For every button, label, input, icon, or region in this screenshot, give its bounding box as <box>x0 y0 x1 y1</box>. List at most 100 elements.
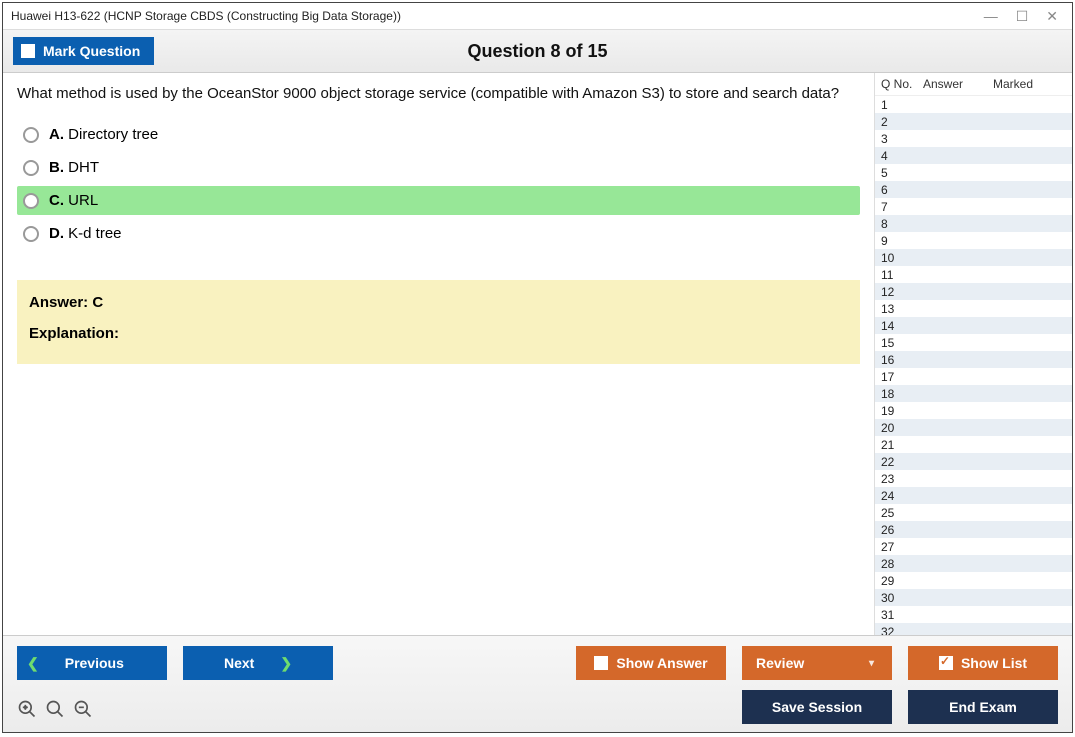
row-qno: 3 <box>881 132 923 146</box>
option-label: C. URL <box>49 192 98 209</box>
list-item[interactable]: 24 <box>875 487 1072 504</box>
close-icon[interactable]: ✕ <box>1046 8 1058 25</box>
list-item[interactable]: 20 <box>875 419 1072 436</box>
checkbox-icon <box>21 44 35 58</box>
radio-icon <box>23 193 39 209</box>
list-item[interactable]: 15 <box>875 334 1072 351</box>
list-item[interactable]: 30 <box>875 589 1072 606</box>
list-item[interactable]: 8 <box>875 215 1072 232</box>
list-item[interactable]: 25 <box>875 504 1072 521</box>
row-qno: 19 <box>881 404 923 418</box>
maximize-icon[interactable]: ☐ <box>1016 8 1029 25</box>
list-item[interactable]: 5 <box>875 164 1072 181</box>
zoom-reset-icon[interactable] <box>17 699 37 723</box>
option-row[interactable]: A. Directory tree <box>17 120 860 149</box>
minimize-icon[interactable]: — <box>984 8 998 25</box>
list-item[interactable]: 29 <box>875 572 1072 589</box>
col-answer: Answer <box>923 77 993 91</box>
col-marked: Marked <box>993 77 1066 91</box>
list-item[interactable]: 28 <box>875 555 1072 572</box>
save-session-label: Save Session <box>772 699 862 715</box>
next-button[interactable]: Next ❯ <box>183 646 333 680</box>
next-label: Next <box>224 655 254 671</box>
list-item[interactable]: 26 <box>875 521 1072 538</box>
show-list-label: Show List <box>961 655 1027 671</box>
option-row[interactable]: D. K-d tree <box>17 219 860 248</box>
row-qno: 27 <box>881 540 923 554</box>
button-row-2: Save Session End Exam <box>17 690 1058 724</box>
list-item[interactable]: 31 <box>875 606 1072 623</box>
list-item[interactable]: 2 <box>875 113 1072 130</box>
radio-icon <box>23 226 39 242</box>
show-list-button[interactable]: Show List <box>908 646 1058 680</box>
previous-button[interactable]: ❮ Previous <box>17 646 167 680</box>
option-row[interactable]: C. URL <box>17 186 860 215</box>
row-qno: 16 <box>881 353 923 367</box>
row-qno: 25 <box>881 506 923 520</box>
option-row[interactable]: B. DHT <box>17 153 860 182</box>
mark-question-button[interactable]: Mark Question <box>13 37 154 65</box>
row-qno: 9 <box>881 234 923 248</box>
save-session-button[interactable]: Save Session <box>742 690 892 724</box>
zoom-in-icon[interactable] <box>45 699 65 723</box>
list-item[interactable]: 6 <box>875 181 1072 198</box>
end-exam-label: End Exam <box>949 699 1017 715</box>
list-item[interactable]: 14 <box>875 317 1072 334</box>
list-item[interactable]: 4 <box>875 147 1072 164</box>
app-window: Huawei H13-622 (HCNP Storage CBDS (Const… <box>2 2 1073 733</box>
row-qno: 10 <box>881 251 923 265</box>
caret-down-icon: ▾ <box>869 658 874 669</box>
list-item[interactable]: 11 <box>875 266 1072 283</box>
list-item[interactable]: 3 <box>875 130 1072 147</box>
show-answer-label: Show Answer <box>616 655 707 671</box>
list-item[interactable]: 1 <box>875 96 1072 113</box>
answer-label: Answer: C <box>29 294 848 311</box>
row-qno: 26 <box>881 523 923 537</box>
checkbox-icon <box>594 656 608 670</box>
option-label: D. K-d tree <box>49 225 122 242</box>
list-item[interactable]: 19 <box>875 402 1072 419</box>
sidebar-header: Q No. Answer Marked <box>875 73 1072 96</box>
end-exam-button[interactable]: End Exam <box>908 690 1058 724</box>
chevron-right-icon: ❯ <box>280 655 292 672</box>
list-item[interactable]: 13 <box>875 300 1072 317</box>
sidebar-list[interactable]: 1234567891011121314151617181920212223242… <box>875 96 1072 635</box>
row-qno: 13 <box>881 302 923 316</box>
row-qno: 8 <box>881 217 923 231</box>
body: What method is used by the OceanStor 900… <box>3 73 1072 635</box>
window-title: Huawei H13-622 (HCNP Storage CBDS (Const… <box>11 9 401 23</box>
row-qno: 5 <box>881 166 923 180</box>
zoom-out-icon[interactable] <box>73 699 93 723</box>
header-bar: Mark Question Question 8 of 15 <box>3 29 1072 73</box>
list-item[interactable]: 23 <box>875 470 1072 487</box>
list-item[interactable]: 12 <box>875 283 1072 300</box>
zoom-controls <box>17 699 93 723</box>
row-qno: 29 <box>881 574 923 588</box>
row-qno: 31 <box>881 608 923 622</box>
col-qno: Q No. <box>881 77 923 91</box>
row-qno: 11 <box>881 268 923 282</box>
row-qno: 12 <box>881 285 923 299</box>
list-item[interactable]: 27 <box>875 538 1072 555</box>
question-text: What method is used by the OceanStor 900… <box>17 85 860 102</box>
option-label: B. DHT <box>49 159 99 176</box>
list-item[interactable]: 10 <box>875 249 1072 266</box>
row-qno: 30 <box>881 591 923 605</box>
question-list-sidebar: Q No. Answer Marked 12345678910111213141… <box>874 73 1072 635</box>
list-item[interactable]: 7 <box>875 198 1072 215</box>
list-item[interactable]: 17 <box>875 368 1072 385</box>
show-answer-button[interactable]: Show Answer <box>576 646 726 680</box>
list-item[interactable]: 18 <box>875 385 1072 402</box>
row-qno: 7 <box>881 200 923 214</box>
list-item[interactable]: 16 <box>875 351 1072 368</box>
review-button[interactable]: Review ▾ <box>742 646 892 680</box>
row-qno: 17 <box>881 370 923 384</box>
list-item[interactable]: 9 <box>875 232 1072 249</box>
list-item[interactable]: 32 <box>875 623 1072 635</box>
list-item[interactable]: 22 <box>875 453 1072 470</box>
footer: ❮ Previous Next ❯ Show Answer Review ▾ S… <box>3 635 1072 732</box>
list-item[interactable]: 21 <box>875 436 1072 453</box>
row-qno: 23 <box>881 472 923 486</box>
chevron-left-icon: ❮ <box>27 655 39 672</box>
titlebar: Huawei H13-622 (HCNP Storage CBDS (Const… <box>3 3 1072 29</box>
